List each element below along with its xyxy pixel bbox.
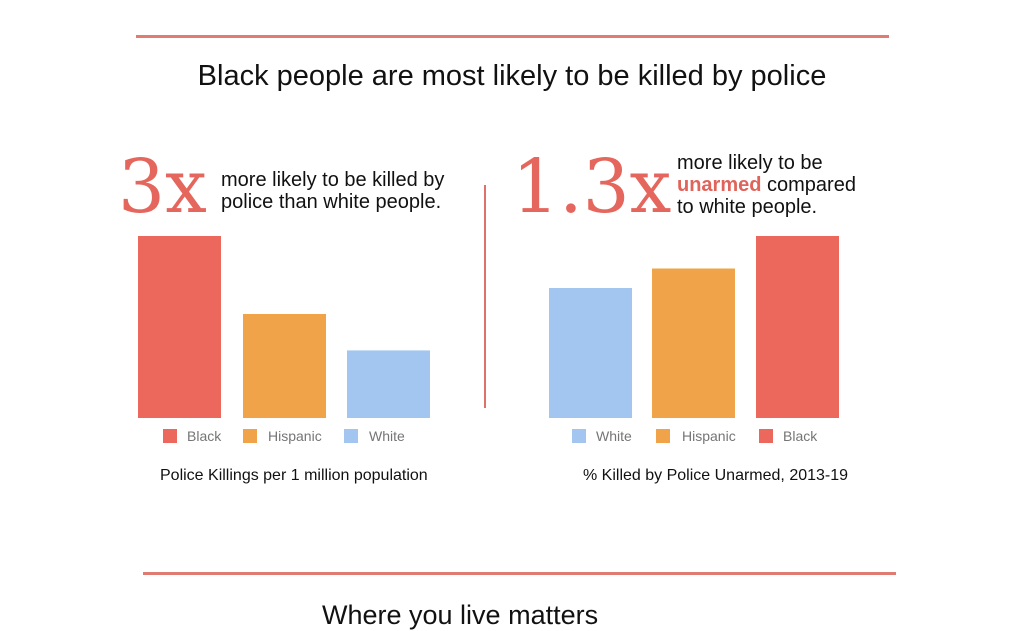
- right-stat-line2-rest: compared: [761, 174, 856, 196]
- legend-swatch-black-chart2: [759, 429, 773, 443]
- legend-swatch-hispanic-chart1: [243, 429, 257, 443]
- bar-black-chart2: [756, 236, 839, 418]
- legend-label-white-chart1: White: [369, 428, 405, 444]
- left-stat-line1: more likely to be killed by: [221, 169, 445, 191]
- unarmed-highlight: unarmed: [677, 174, 762, 196]
- legend-label-hispanic-chart1: Hispanic: [268, 428, 322, 444]
- left-big-stat: 3x: [118, 144, 207, 230]
- bar-white-chart1: [347, 350, 430, 418]
- legend-swatch-hispanic-chart2: [656, 429, 670, 443]
- left-stat-line2: police than white people.: [221, 191, 442, 213]
- bar-black-chart1: [138, 236, 221, 418]
- right-stat-line1: more likely to be: [677, 152, 823, 174]
- legend-label-hispanic-chart2: Hispanic: [682, 428, 736, 444]
- right-chart-title: % Killed by Police Unarmed, 2013-19: [583, 467, 849, 484]
- page-title: Black people are most likely to be kille…: [197, 60, 827, 92]
- legend-label-black-chart1: Black: [187, 428, 222, 444]
- right-stat-line2: unarmed compared: [677, 174, 856, 196]
- bar-white-chart2: [549, 288, 632, 418]
- legend-swatch-white-chart1: [344, 429, 358, 443]
- legend-swatch-black-chart1: [163, 429, 177, 443]
- right-stat-line3: to white people.: [677, 196, 818, 218]
- left-chart-title: Police Killings per 1 million population: [160, 467, 428, 484]
- legend-swatch-white-chart2: [572, 429, 586, 443]
- legend-label-black-chart2: Black: [783, 428, 818, 444]
- legend-label-white-chart2: White: [596, 428, 632, 444]
- right-big-stat: 1.3x: [512, 144, 672, 230]
- left-stat-description: more likely to be killed by police than …: [221, 169, 444, 213]
- bar-hispanic-chart1: [243, 314, 326, 418]
- right-stat-description: more likely to be unarmed compared to wh…: [677, 152, 856, 218]
- top-divider: [136, 35, 889, 38]
- section-title-where-you-live: Where you live matters: [322, 600, 599, 630]
- bar-hispanic-chart2: [652, 268, 735, 418]
- panel-divider: [484, 185, 486, 408]
- bottom-divider: [143, 572, 896, 575]
